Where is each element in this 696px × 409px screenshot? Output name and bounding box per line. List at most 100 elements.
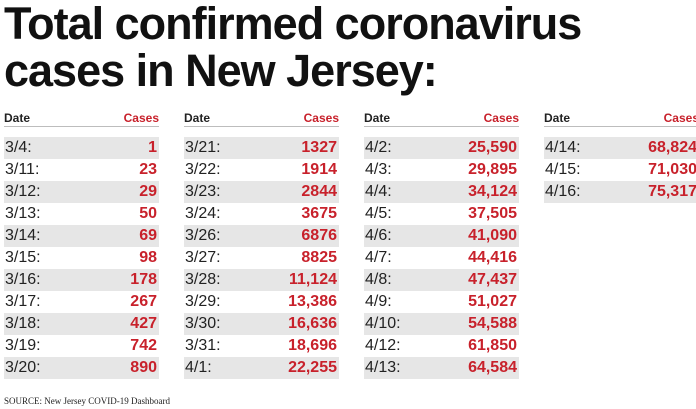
cases-cell: 68,824	[648, 139, 696, 156]
cases-cell: 71,030	[648, 161, 696, 178]
date-cell: 4/14:	[545, 139, 581, 156]
date-cell: 3/26:	[185, 227, 221, 244]
header-cases: Cases	[123, 111, 159, 125]
cases-cell: 267	[130, 293, 157, 310]
column-header: Date Cases	[184, 111, 339, 127]
cases-cell: 23	[139, 161, 157, 178]
date-cell: 4/9:	[365, 293, 392, 310]
table-row: 3/24: 3675	[184, 203, 339, 225]
table-row: 4/6: 41,090	[364, 225, 519, 247]
table-row: 3/14: 69	[4, 225, 159, 247]
cases-cell: 11,124	[288, 271, 337, 288]
date-cell: 4/2:	[365, 139, 392, 156]
chart-title: Total confirmed coronavirus cases in New…	[4, 0, 694, 94]
date-cell: 3/19:	[5, 337, 41, 354]
table-row: 4/13: 64,584	[364, 357, 519, 379]
date-cell: 3/24:	[185, 205, 221, 222]
header-cases: Cases	[483, 111, 519, 125]
date-cell: 3/29:	[185, 293, 221, 310]
date-cell: 3/18:	[5, 315, 41, 332]
cases-cell: 44,416	[468, 249, 517, 266]
cases-cell: 1914	[301, 161, 337, 178]
date-cell: 3/28:	[185, 271, 221, 288]
table-row: 3/28: 11,124	[184, 269, 339, 291]
date-cell: 4/15:	[545, 161, 581, 178]
cases-cell: 18,696	[288, 337, 337, 354]
table-row: 4/1: 22,255	[184, 357, 339, 379]
cases-cell: 13,386	[288, 293, 337, 310]
table-row: 3/15: 98	[4, 247, 159, 269]
header-date: Date	[364, 111, 391, 125]
column-header: Date Cases	[364, 111, 519, 127]
date-cell: 3/31:	[185, 337, 221, 354]
date-cell: 3/12:	[5, 183, 41, 200]
table-row: 4/14: 68,824	[544, 137, 696, 159]
column-header: Date Cases	[544, 111, 696, 127]
cases-cell: 64,584	[468, 359, 517, 376]
table-row: 3/19: 742	[4, 335, 159, 357]
header-cases: Cases	[663, 111, 696, 125]
cases-cell: 6876	[301, 227, 337, 244]
cases-cell: 61,850	[468, 337, 517, 354]
table-row: 4/10: 54,588	[364, 313, 519, 335]
table-row: 4/2: 25,590	[364, 137, 519, 159]
table-row: 3/30: 16,636	[184, 313, 339, 335]
table-row: 4/3: 29,895	[364, 159, 519, 181]
cases-table: Date Cases 3/4: 1 3/11: 23 3/12: 29 3/13: 50 3/14:…	[4, 111, 696, 385]
table-row: 3/18: 427	[4, 313, 159, 335]
title-line-2: cases in New Jersey:	[4, 45, 438, 96]
cases-cell: 2844	[301, 183, 337, 200]
cases-cell: 890	[130, 359, 157, 376]
date-cell: 4/10:	[365, 315, 401, 332]
date-cell: 3/16:	[5, 271, 41, 288]
cases-cell: 50	[139, 205, 157, 222]
table-row: 4/16: 75,317	[544, 181, 696, 203]
date-cell: 4/16:	[545, 183, 581, 200]
table-row: 3/17: 267	[4, 291, 159, 313]
table-row: 4/8: 47,437	[364, 269, 519, 291]
cases-cell: 54,588	[468, 315, 517, 332]
date-cell: 3/15:	[5, 249, 41, 266]
table-row: 3/29: 13,386	[184, 291, 339, 313]
table-row: 3/16: 178	[4, 269, 159, 291]
cases-cell: 29	[139, 183, 157, 200]
table-row: 3/26: 6876	[184, 225, 339, 247]
source-note: SOURCE: New Jersey COVID-19 Dashboard	[4, 396, 170, 406]
cases-cell: 427	[130, 315, 157, 332]
table-row: 4/4: 34,124	[364, 181, 519, 203]
date-cell: 3/23:	[185, 183, 221, 200]
date-cell: 3/4:	[5, 139, 32, 156]
date-cell: 3/11:	[5, 161, 40, 178]
table-column: Date Cases 4/2: 25,590 4/3: 29,895 4/4: 34,124 4…	[364, 111, 519, 379]
cases-cell: 98	[139, 249, 157, 266]
header-cases: Cases	[303, 111, 339, 125]
cases-cell: 34,124	[468, 183, 517, 200]
column-header: Date Cases	[4, 111, 159, 127]
date-cell: 3/21:	[185, 139, 221, 156]
table-row: 3/13: 50	[4, 203, 159, 225]
date-cell: 4/4:	[365, 183, 392, 200]
date-cell: 3/20:	[5, 359, 41, 376]
table-column: Date Cases 3/21: 1327 3/22: 1914 3/23: 2844 3/24…	[184, 111, 339, 379]
header-date: Date	[544, 111, 571, 125]
cases-cell: 1	[148, 139, 157, 156]
cases-cell: 742	[130, 337, 157, 354]
table-row: 3/23: 2844	[184, 181, 339, 203]
cases-cell: 51,027	[468, 293, 517, 310]
table-column: Date Cases 3/4: 1 3/11: 23 3/12: 29 3/13: 50 3/14:…	[4, 111, 159, 379]
title-line-1: Total confirmed coronavirus	[4, 0, 582, 49]
cases-cell: 8825	[301, 249, 337, 266]
date-cell: 3/13:	[5, 205, 41, 222]
cases-cell: 3675	[301, 205, 337, 222]
table-row: 3/4: 1	[4, 137, 159, 159]
header-date: Date	[4, 111, 31, 125]
date-cell: 3/27:	[185, 249, 221, 266]
date-cell: 3/14:	[5, 227, 41, 244]
table-row: 3/12: 29	[4, 181, 159, 203]
table-row: 4/5: 37,505	[364, 203, 519, 225]
date-cell: 4/12:	[365, 337, 401, 354]
table-row: 3/31: 18,696	[184, 335, 339, 357]
date-cell: 4/6:	[365, 227, 392, 244]
date-cell: 4/3:	[365, 161, 392, 178]
table-row: 3/22: 1914	[184, 159, 339, 181]
